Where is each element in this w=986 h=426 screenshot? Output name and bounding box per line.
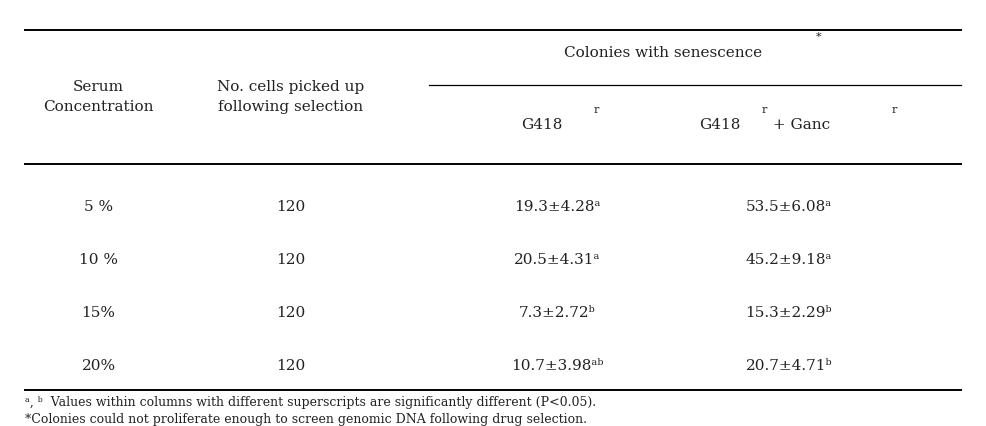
Text: *Colonies could not proliferate enough to screen genomic DNA following drug sele: *Colonies could not proliferate enough t…: [25, 413, 587, 426]
Text: 20.7±4.71ᵇ: 20.7±4.71ᵇ: [745, 360, 832, 373]
Text: 120: 120: [276, 360, 306, 373]
Text: *: *: [816, 32, 821, 42]
Text: 5 %: 5 %: [84, 200, 113, 213]
Text: G418: G418: [522, 118, 563, 132]
Text: G418: G418: [699, 118, 740, 132]
Text: 120: 120: [276, 253, 306, 267]
Text: ᵃ, ᵇ  Values within columns with different superscripts are significantly differ: ᵃ, ᵇ Values within columns with differen…: [25, 396, 596, 409]
Text: 10 %: 10 %: [79, 253, 118, 267]
Text: 10.7±3.98ᵃᵇ: 10.7±3.98ᵃᵇ: [511, 360, 603, 373]
Text: r: r: [761, 105, 767, 115]
Text: Colonies with senescence: Colonies with senescence: [564, 46, 762, 60]
Text: r: r: [891, 105, 897, 115]
Text: 7.3±2.72ᵇ: 7.3±2.72ᵇ: [519, 306, 596, 320]
Text: 15.3±2.29ᵇ: 15.3±2.29ᵇ: [745, 306, 832, 320]
Text: 53.5±6.08ᵃ: 53.5±6.08ᵃ: [745, 200, 832, 213]
Text: 120: 120: [276, 200, 306, 213]
Text: 15%: 15%: [82, 306, 115, 320]
Text: Serum
Concentration: Serum Concentration: [43, 80, 154, 114]
Text: 120: 120: [276, 306, 306, 320]
Text: + Ganc: + Ganc: [767, 118, 830, 132]
Text: 45.2±9.18ᵃ: 45.2±9.18ᵃ: [745, 253, 832, 267]
Text: 20%: 20%: [82, 360, 115, 373]
Text: No. cells picked up
following selection: No. cells picked up following selection: [217, 80, 365, 114]
Text: 20.5±4.31ᵃ: 20.5±4.31ᵃ: [514, 253, 600, 267]
Text: 19.3±4.28ᵃ: 19.3±4.28ᵃ: [514, 200, 600, 213]
Text: r: r: [594, 105, 599, 115]
